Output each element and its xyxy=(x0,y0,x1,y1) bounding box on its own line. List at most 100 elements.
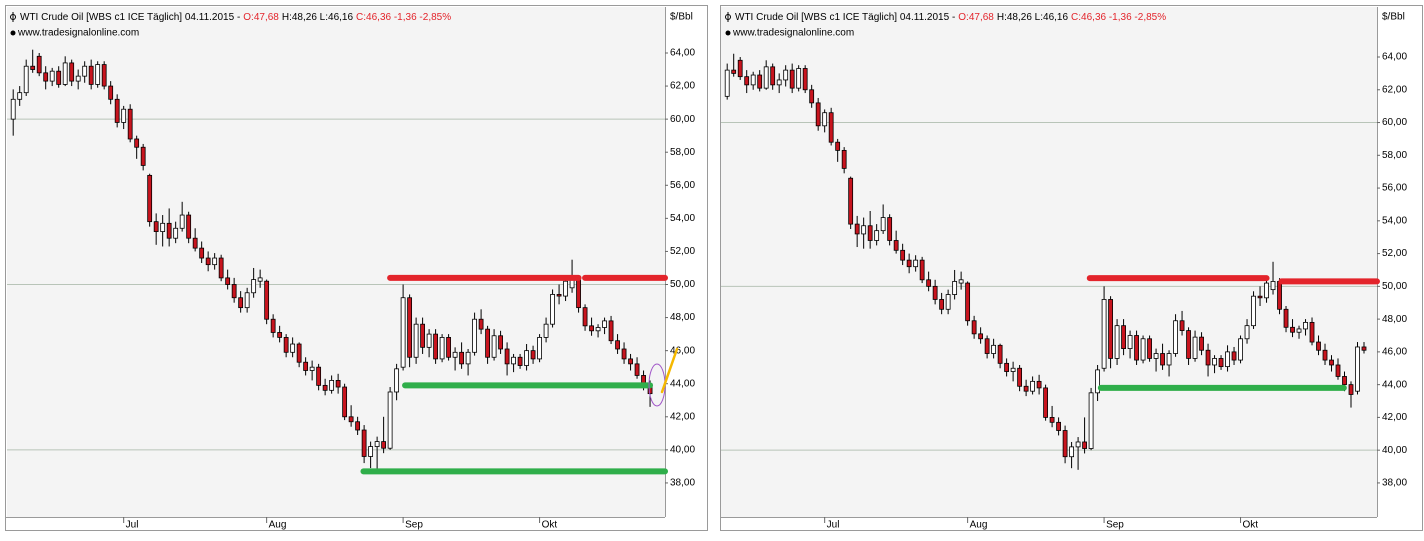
candle-body xyxy=(309,366,315,371)
candle-body xyxy=(413,323,419,358)
candle-body xyxy=(1095,369,1100,394)
y-tick-label: 42,00 xyxy=(670,411,695,422)
candle-body xyxy=(731,69,737,74)
candle-body xyxy=(1114,325,1120,359)
header: WTI Crude Oil [WBS c1 ICE Täglich] 04.11… xyxy=(20,12,451,23)
candle-body xyxy=(971,320,977,335)
candle-body xyxy=(491,335,497,358)
candle-body xyxy=(290,343,296,353)
candle-body xyxy=(835,141,841,151)
candle-body xyxy=(101,64,107,87)
globe-icon xyxy=(725,30,731,36)
candle-body xyxy=(1101,299,1107,369)
candle-body xyxy=(212,257,218,266)
candle-body xyxy=(776,79,782,86)
candle-body xyxy=(537,337,542,360)
candle-body xyxy=(1283,308,1289,328)
candle-body xyxy=(543,323,549,338)
candle-body xyxy=(1335,364,1341,377)
candle-body xyxy=(984,338,990,354)
candle-body xyxy=(1244,325,1250,340)
candle-body xyxy=(218,257,224,279)
candle-body xyxy=(1153,353,1159,359)
header-high-low: H:48,26 L:46,16 xyxy=(282,12,354,23)
candle-body xyxy=(1238,338,1243,361)
y-tick-label: 46,00 xyxy=(670,345,695,356)
candle-body xyxy=(400,297,406,368)
candle-body xyxy=(867,225,873,241)
candle-body xyxy=(822,112,828,127)
y-tick-label: 54,00 xyxy=(1382,215,1407,226)
y-tick-label: 56,00 xyxy=(670,180,695,191)
candle-body xyxy=(1303,321,1308,330)
candle-body xyxy=(1140,338,1146,361)
candle-body xyxy=(750,74,756,86)
candle-body xyxy=(192,237,198,249)
candle-body xyxy=(342,386,348,418)
candle-body xyxy=(1108,299,1113,359)
candle-body xyxy=(1069,446,1074,458)
candle-body xyxy=(880,217,886,232)
candle-body xyxy=(348,416,354,423)
candle-body xyxy=(1342,376,1347,386)
candle-body xyxy=(504,348,510,365)
candle-body xyxy=(30,65,36,70)
candle-body xyxy=(828,112,834,143)
candle-body xyxy=(1270,281,1276,291)
x-tick-label: Aug xyxy=(269,520,287,531)
candle-body xyxy=(939,299,945,310)
candle-body xyxy=(1127,335,1133,350)
header-title: WTI Crude Oil [WBS c1 ICE Täglich] 04.11… xyxy=(20,12,240,23)
candle-body xyxy=(426,333,432,348)
y-tick-label: 50,00 xyxy=(1382,281,1407,292)
y-tick-label: 52,00 xyxy=(1382,248,1407,259)
candle-body xyxy=(173,227,179,239)
y-tick-label: 40,00 xyxy=(670,445,695,456)
candle-body xyxy=(763,66,769,89)
candle-body xyxy=(1062,430,1068,458)
candle-body xyxy=(62,62,68,85)
y-tick-label: 64,00 xyxy=(670,48,695,59)
candle-body xyxy=(10,98,16,120)
candle-body xyxy=(147,174,153,223)
y-tick-label: 46,00 xyxy=(1382,347,1407,358)
candle-body xyxy=(1199,336,1204,351)
candle-body xyxy=(439,337,445,360)
candle-body xyxy=(108,85,114,100)
header-high-low: H:48,26 L:46,16 xyxy=(997,12,1069,23)
candle-body xyxy=(355,421,361,431)
candle-body xyxy=(900,249,906,261)
candle-body xyxy=(82,65,88,77)
candle-body xyxy=(43,72,49,82)
candle-body xyxy=(848,177,854,225)
candle-body xyxy=(465,351,471,365)
candle-body xyxy=(316,366,322,386)
candle-body xyxy=(796,68,802,89)
candle-body xyxy=(1296,328,1302,333)
candle-body xyxy=(472,318,477,353)
x-tick-label: Okt xyxy=(1243,520,1259,531)
candle-body xyxy=(608,320,614,342)
candle-body xyxy=(854,223,860,235)
candle-body xyxy=(1010,367,1016,372)
candle-body xyxy=(524,350,529,366)
candle-body xyxy=(166,222,172,239)
y-tick-label: 62,00 xyxy=(1382,84,1407,95)
candle-body xyxy=(1225,351,1230,368)
candle-body xyxy=(887,217,893,241)
plot-area xyxy=(721,7,1377,517)
candle-body xyxy=(874,230,880,241)
globe-icon xyxy=(10,30,16,36)
candle-body xyxy=(368,446,374,457)
candle-body xyxy=(153,221,159,232)
y-tick-label: 40,00 xyxy=(1382,445,1407,456)
x-tick-label: Okt xyxy=(542,520,558,531)
candle-body xyxy=(1205,349,1211,366)
candle-body xyxy=(1322,349,1328,361)
header: WTI Crude Oil [WBS c1 ICE Täglich] 04.11… xyxy=(735,12,1166,23)
candle-body xyxy=(1186,330,1191,359)
axis-unit: $/Bbl xyxy=(1382,12,1405,23)
candle-body xyxy=(1173,320,1178,354)
candle-body xyxy=(724,69,730,97)
y-tick-label: 42,00 xyxy=(1382,412,1407,423)
